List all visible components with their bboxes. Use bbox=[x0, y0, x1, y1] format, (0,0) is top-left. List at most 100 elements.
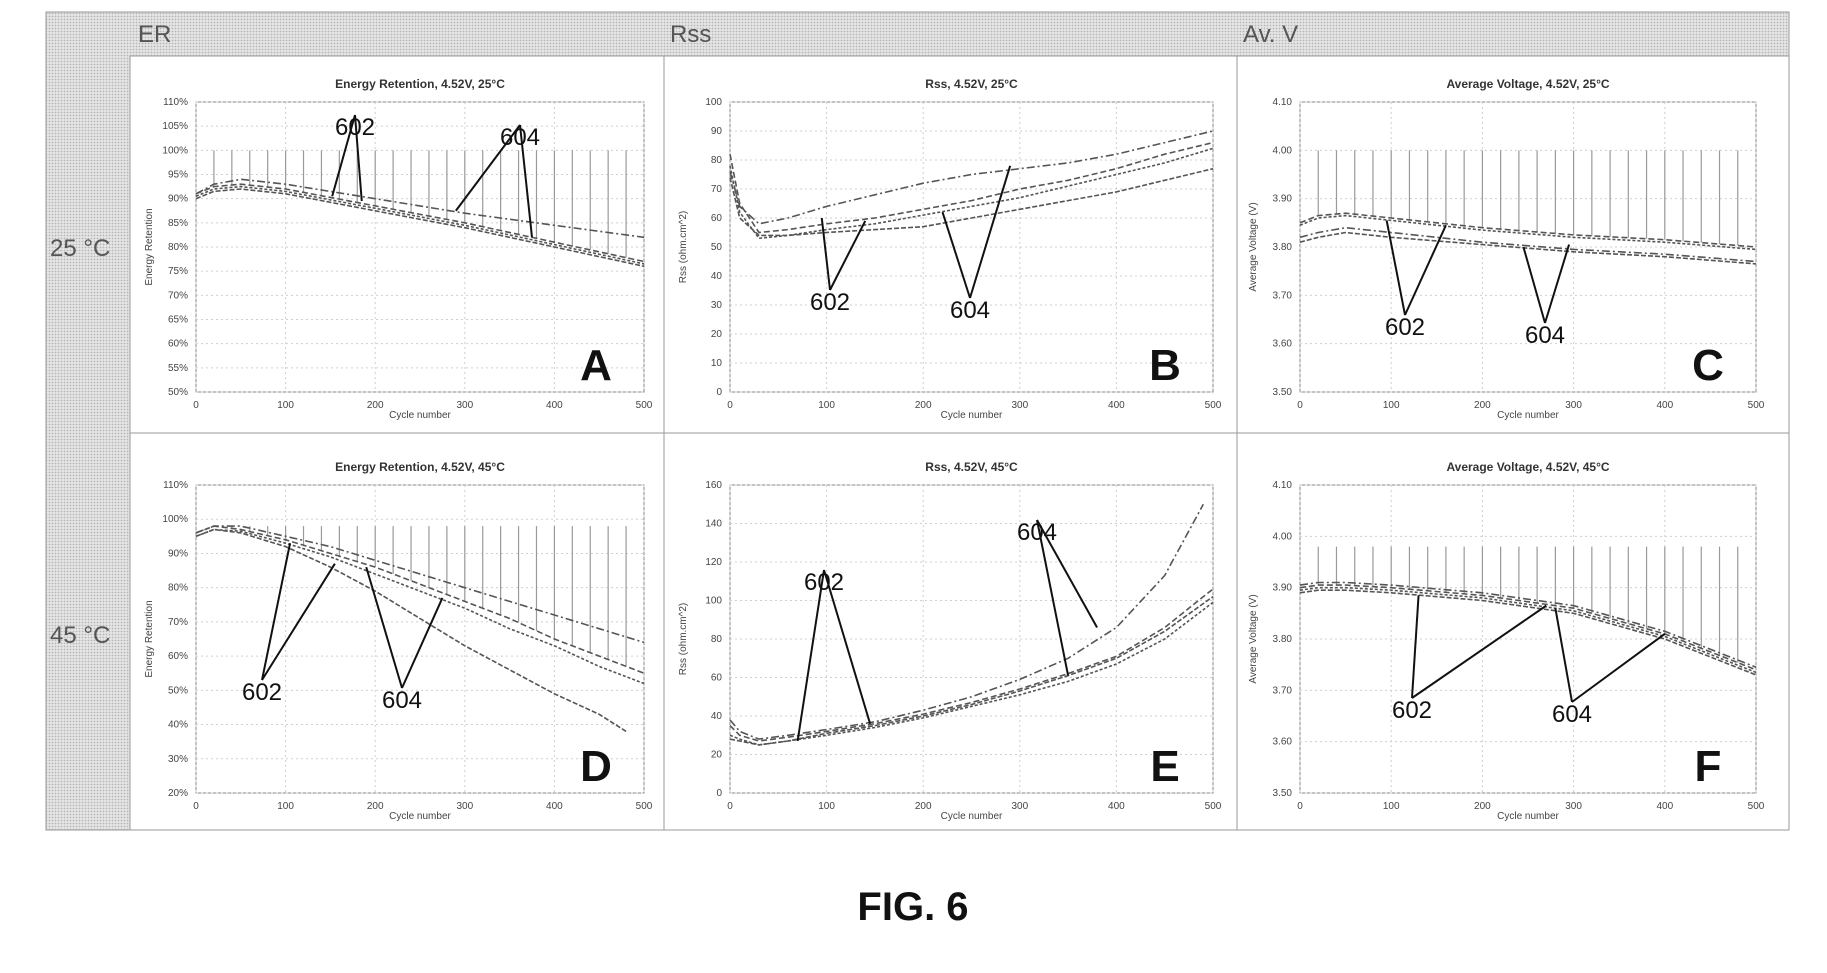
callout-label: 602 bbox=[242, 679, 282, 706]
y-tick-label: 80 bbox=[711, 634, 723, 645]
callout-label: 604 bbox=[500, 124, 540, 151]
callout-leader bbox=[455, 124, 521, 212]
y-tick-label: 120 bbox=[705, 557, 722, 568]
callout-leader bbox=[1544, 244, 1570, 324]
callout-leader bbox=[796, 569, 825, 742]
y-tick-label: 70% bbox=[168, 617, 188, 628]
x-tick-label: 500 bbox=[636, 400, 653, 411]
x-tick-label: 100 bbox=[277, 801, 294, 812]
y-tick-label: 40% bbox=[168, 720, 188, 731]
y-tick-label: 3.50 bbox=[1273, 788, 1293, 799]
y-tick-label: 50 bbox=[711, 242, 723, 253]
y-tick-label: 0 bbox=[716, 788, 722, 799]
y-tick-label: 3.50 bbox=[1273, 387, 1293, 398]
callout-leader bbox=[261, 563, 336, 681]
panel-letter: F bbox=[1695, 742, 1722, 791]
y-tick-label: 140 bbox=[705, 519, 722, 530]
chart-title: Rss, 4.52V, 25°C bbox=[925, 77, 1018, 91]
x-tick-label: 200 bbox=[915, 801, 932, 812]
x-tick-label: 500 bbox=[1748, 801, 1765, 812]
x-tick-label: 300 bbox=[1565, 400, 1582, 411]
series-line-604 bbox=[195, 528, 627, 733]
row-header-45c: 45 °C bbox=[50, 622, 110, 649]
y-tick-label: 110% bbox=[163, 480, 188, 491]
y-tick-label: 3.70 bbox=[1273, 685, 1293, 696]
y-tick-label: 20% bbox=[168, 788, 188, 799]
y-tick-label: 60 bbox=[711, 213, 723, 224]
y-tick-label: 60 bbox=[711, 673, 723, 684]
y-tick-label: 100 bbox=[705, 596, 722, 607]
y-tick-label: 60% bbox=[168, 339, 188, 350]
callout-label: 602 bbox=[804, 569, 844, 596]
callout-leader bbox=[1554, 608, 1573, 703]
y-tick-label: 90% bbox=[168, 548, 188, 559]
x-tick-label: 300 bbox=[1011, 801, 1028, 812]
chart-panel-c: Average Voltage, 4.52V, 25°C 3.50 3.60 3.70… bbox=[1248, 77, 1765, 421]
y-tick-label: 100 bbox=[705, 97, 722, 108]
x-tick-label: 400 bbox=[546, 801, 563, 812]
callout-leader bbox=[261, 542, 292, 681]
callout-leader bbox=[829, 220, 867, 291]
column-header-avv: Av. V bbox=[1243, 21, 1298, 48]
series-line-604 bbox=[1299, 581, 1757, 668]
series-line-602 bbox=[1299, 214, 1757, 251]
chart-panels: Energy Retention, 4.52V, 25°C 50% 55% 60% 65… bbox=[144, 77, 1765, 822]
callout-label: 604 bbox=[1525, 322, 1565, 349]
x-tick-label: 400 bbox=[1108, 400, 1125, 411]
y-tick-label: 3.70 bbox=[1273, 290, 1293, 301]
series-line-604 bbox=[729, 130, 1214, 225]
figure-caption: FIG. 6 bbox=[857, 885, 968, 929]
chart-panel-e: Rss, 4.52V, 45°C 0 20 40 60 80 100 120 140 160 0 10… bbox=[678, 460, 1222, 822]
x-axis-label: Cycle number bbox=[941, 811, 1003, 822]
series-line-602 bbox=[195, 183, 645, 263]
y-tick-label: 70% bbox=[168, 290, 188, 301]
y-axis-label: Rss (ohm.cm^2) bbox=[678, 211, 689, 283]
y-tick-label: 40 bbox=[711, 271, 723, 282]
callout-leader bbox=[1036, 519, 1070, 676]
callout-leader bbox=[365, 566, 403, 689]
y-tick-label: 20 bbox=[711, 329, 723, 340]
column-header-er: ER bbox=[138, 21, 171, 48]
y-tick-label: 10 bbox=[711, 358, 723, 369]
x-tick-label: 100 bbox=[818, 400, 835, 411]
x-tick-label: 400 bbox=[1108, 801, 1125, 812]
x-axis-label: Cycle number bbox=[389, 811, 451, 822]
chart-title: Energy Retention, 4.52V, 25°C bbox=[335, 77, 505, 91]
y-tick-label: 3.90 bbox=[1273, 583, 1293, 594]
series-line-604 bbox=[195, 188, 645, 268]
x-tick-label: 0 bbox=[1297, 801, 1303, 812]
y-tick-label: 3.80 bbox=[1273, 242, 1293, 253]
series-line-604 bbox=[1299, 589, 1757, 676]
chart-title: Average Voltage, 4.52V, 45°C bbox=[1446, 460, 1609, 474]
y-tick-label: 80 bbox=[711, 155, 723, 166]
panel-letter: A bbox=[580, 341, 612, 390]
x-axis-label: Cycle number bbox=[1497, 410, 1559, 421]
chart-title: Rss, 4.52V, 45°C bbox=[925, 460, 1018, 474]
x-tick-label: 400 bbox=[1656, 801, 1673, 812]
callout-label: 604 bbox=[1017, 519, 1057, 546]
callout-leader bbox=[1404, 224, 1447, 316]
y-tick-label: 160 bbox=[705, 480, 722, 491]
x-tick-label: 300 bbox=[1011, 400, 1028, 411]
x-axis-label: Cycle number bbox=[389, 410, 451, 421]
series-line-602 bbox=[729, 588, 1214, 742]
x-tick-label: 500 bbox=[1748, 400, 1765, 411]
x-tick-label: 200 bbox=[367, 801, 384, 812]
y-axis-label: Energy Retention bbox=[144, 208, 155, 285]
callout-leader bbox=[823, 569, 872, 724]
series-line-604 bbox=[195, 525, 645, 644]
x-tick-label: 200 bbox=[1474, 801, 1491, 812]
callout-label: 604 bbox=[382, 687, 422, 714]
y-tick-label: 95% bbox=[168, 170, 188, 181]
callout-leader bbox=[1036, 519, 1098, 628]
y-axis-label: Rss (ohm.cm^2) bbox=[678, 603, 689, 675]
x-tick-label: 200 bbox=[915, 400, 932, 411]
y-tick-label: 3.80 bbox=[1273, 634, 1293, 645]
chart-title: Energy Retention, 4.52V, 45°C bbox=[335, 460, 505, 474]
panel-letter: B bbox=[1149, 341, 1181, 390]
y-tick-label: 0 bbox=[716, 387, 722, 398]
callout-leader bbox=[401, 597, 444, 689]
x-tick-label: 200 bbox=[1474, 400, 1491, 411]
series-line-602 bbox=[1299, 584, 1757, 671]
callout-leader bbox=[519, 124, 533, 238]
